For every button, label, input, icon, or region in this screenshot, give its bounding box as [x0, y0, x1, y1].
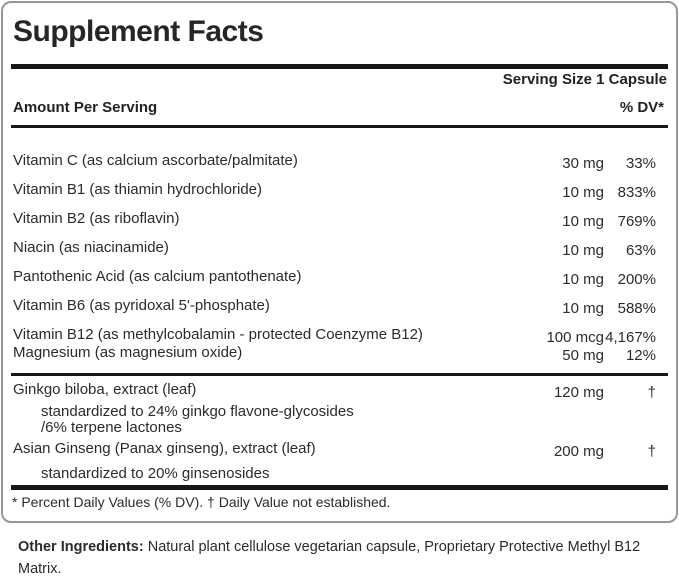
nutrient-dv: 833%: [617, 184, 656, 201]
botanical-row-ginseng: Asian Ginseng (Panax ginseng), extract (…: [11, 440, 668, 460]
divider-thick-bottom: [11, 485, 668, 490]
serving-size: Serving Size 1 Capsule: [502, 71, 667, 88]
nutrient-rows: Vitamin C (as calcium ascorbate/palmitat…: [11, 152, 668, 364]
nutrient-amount: 50 mg: [562, 347, 604, 364]
nutrient-amount: 10 mg: [562, 242, 604, 259]
nutrient-amount: 100 mcg: [546, 329, 604, 346]
botanical-name: Asian Ginseng (Panax ginseng), extract (…: [13, 440, 316, 457]
divider-header: [11, 125, 668, 128]
other-ingredients: Other Ingredients: Natural plant cellulo…: [0, 526, 679, 580]
nutrient-dv: 4,167%: [605, 329, 656, 346]
nutrient-row-vitamin-b12: Vitamin B12 (as methylcobalamin - protec…: [11, 326, 668, 346]
botanical-standardization-ginseng: standardized to 20% ginsenosides: [41, 465, 270, 482]
nutrient-amount: 10 mg: [562, 213, 604, 230]
nutrient-row-vitamin-b1: Vitamin B1 (as thiamin hydrochloride) 10…: [11, 181, 668, 201]
botanical-dv: †: [647, 384, 656, 401]
percent-dv-header: % DV*: [619, 99, 664, 116]
botanical-row-ginkgo: Ginkgo biloba, extract (leaf) 120 mg †: [11, 381, 668, 401]
amount-per-serving-header: Amount Per Serving: [13, 99, 158, 116]
nutrient-row-magnesium: Magnesium (as magnesium oxide) 50 mg 12%: [11, 344, 668, 364]
nutrient-amount: 30 mg: [562, 155, 604, 172]
dv-footnote: * Percent Daily Values (% DV). † Daily V…: [12, 494, 391, 510]
botanical-dv: †: [647, 443, 656, 460]
nutrient-name: Vitamin B2 (as riboflavin): [13, 210, 180, 227]
panel-title: Supplement Facts: [13, 15, 264, 48]
nutrient-row-niacin: Niacin (as niacinamide) 10 mg 63%: [11, 239, 668, 259]
nutrient-dv: 769%: [617, 213, 656, 230]
column-header-row: Amount Per Serving % DV*: [11, 100, 668, 116]
nutrient-name: Vitamin B12 (as methylcobalamin - protec…: [13, 326, 423, 343]
nutrient-amount: 10 mg: [562, 184, 604, 201]
nutrient-dv: 200%: [617, 271, 656, 288]
nutrient-dv: 63%: [625, 242, 656, 259]
other-ingredients-label: Other Ingredients:: [18, 539, 144, 555]
nutrient-name: Magnesium (as magnesium oxide): [13, 344, 243, 361]
nutrient-row-vitamin-b6: Vitamin B6 (as pyridoxal 5'-phosphate) 1…: [11, 297, 668, 317]
nutrient-row-vitamin-b2: Vitamin B2 (as riboflavin) 10 mg 769%: [11, 210, 668, 230]
nutrient-name: Vitamin B1 (as thiamin hydrochloride): [13, 181, 263, 198]
nutrient-dv: 588%: [617, 300, 656, 317]
nutrient-dv: 33%: [625, 155, 656, 172]
nutrient-amount: 10 mg: [562, 271, 604, 288]
nutrient-name: Vitamin C (as calcium ascorbate/palmitat…: [13, 152, 298, 169]
botanical-name: Ginkgo biloba, extract (leaf): [13, 381, 197, 398]
nutrient-row-pantothenic-acid: Pantothenic Acid (as calcium pantothenat…: [11, 268, 668, 288]
other-ingredients-text: Natural plant cellulose vegetarian capsu…: [18, 539, 641, 577]
nutrient-dv: 12%: [625, 347, 656, 364]
botanical-amount: 120 mg: [553, 384, 604, 401]
botanical-standardization-ginkgo: standardized to 24% ginkgo flavone-glyco…: [41, 403, 354, 436]
nutrient-amount: 10 mg: [562, 300, 604, 317]
divider-botanicals: [11, 373, 668, 376]
nutrient-name: Vitamin B6 (as pyridoxal 5'-phosphate): [13, 297, 270, 314]
botanical-amount: 200 mg: [553, 443, 604, 460]
supplement-facts-panel: Supplement Facts Serving Size 1 Capsule …: [1, 1, 678, 523]
divider-thick-top: [11, 64, 668, 69]
nutrient-row-vitamin-c: Vitamin C (as calcium ascorbate/palmitat…: [11, 152, 668, 172]
nutrient-name: Niacin (as niacinamide): [13, 239, 169, 256]
nutrient-name: Pantothenic Acid (as calcium pantothenat…: [13, 268, 302, 285]
